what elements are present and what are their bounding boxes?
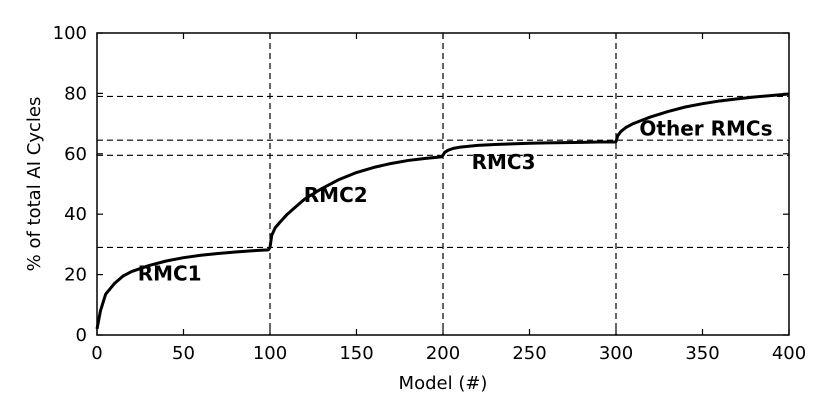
region-label: RMC3 [472,150,536,174]
x-tick-label: 400 [772,343,806,364]
y-tick-label: 20 [64,265,87,286]
y-axis: 0 20 40 60 80 100 [53,23,789,346]
x-tick-label: 150 [339,343,373,364]
region-label: RMC1 [138,262,202,286]
y-tick-label: 0 [76,325,87,346]
reference-lines [97,33,789,335]
y-tick-label: 60 [64,144,87,165]
series-line [95,92,790,330]
y-tick-label: 40 [64,204,87,225]
x-axis: 0 50 100 150 200 250 300 350 400 [91,33,806,364]
region-label: Other RMCs [639,117,772,141]
y-axis-title: % of total AI Cycles [24,97,45,272]
y-tick-label: 80 [64,83,87,104]
x-axis-title: Model (#) [399,373,488,394]
x-tick-label: 100 [253,343,287,364]
y-tick-label: 100 [53,23,87,44]
x-tick-label: 50 [172,343,195,364]
region-labels: RMC1 RMC2 RMC3 Other RMCs [138,117,773,286]
x-tick-label: 200 [426,343,460,364]
x-tick-label: 250 [512,343,546,364]
x-tick-label: 0 [91,343,102,364]
x-tick-label: 300 [599,343,633,364]
region-label: RMC2 [304,183,368,207]
x-tick-label: 350 [685,343,719,364]
